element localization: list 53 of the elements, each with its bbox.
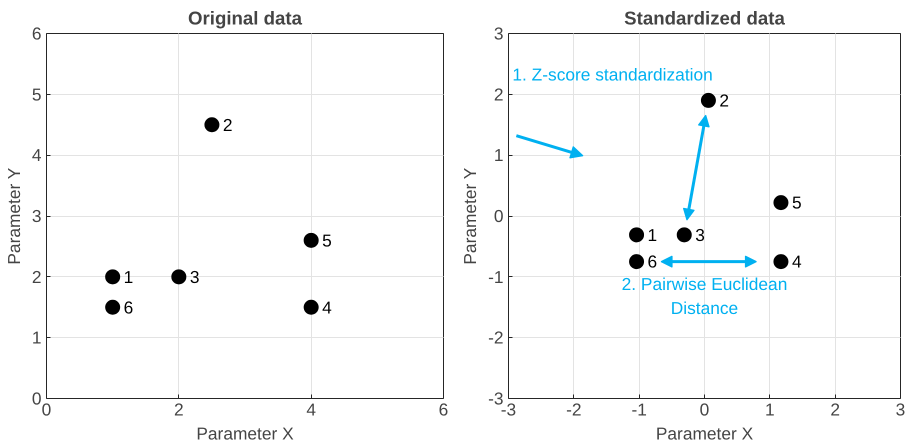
annotation: 1 — [124, 266, 134, 287]
point — [105, 300, 120, 315]
x-tick-label: 4 — [306, 400, 316, 420]
annotation: 4 — [322, 297, 332, 318]
y-tick-label: 6 — [32, 24, 42, 44]
y-tick-label: 1 — [32, 328, 42, 348]
point — [773, 254, 788, 270]
y-tick-label: 2 — [494, 84, 504, 104]
y-axis-title: Parameter Y — [4, 167, 24, 265]
annotation: 5 — [792, 192, 802, 213]
x-tick-label: 2 — [174, 400, 184, 420]
point — [204, 117, 220, 132]
chart-title: Standardized data — [624, 8, 786, 28]
chart-title: Original data — [188, 8, 303, 28]
x-axis-title: Parameter X — [656, 424, 754, 444]
point — [105, 269, 120, 284]
x-tick-label: -2 — [566, 400, 582, 420]
x-tick-label: -1 — [631, 400, 647, 420]
annotation: 5 — [322, 230, 332, 250]
annotation: 2. Pairwise Euclidean Distance — [622, 274, 788, 318]
annotation: 2 — [222, 114, 233, 135]
x-axis-title: Parameter X — [196, 424, 294, 444]
annotation: 2 — [719, 90, 730, 110]
y-tick-label: 5 — [32, 84, 42, 104]
y-tick-label: 1 — [494, 145, 504, 166]
annotation: 3 — [695, 224, 705, 245]
y-tick-label: -2 — [488, 328, 504, 348]
annotation: 1 — [648, 224, 658, 245]
y-tick-label: 0 — [494, 206, 504, 226]
annotation: 4 — [792, 252, 802, 272]
annotation: 3 — [190, 266, 200, 287]
annotation: 6 — [124, 297, 134, 318]
y-axis-title: Parameter Y — [460, 167, 480, 265]
point — [700, 92, 716, 108]
y-tick-label: 2 — [32, 266, 42, 287]
point — [629, 254, 644, 270]
point — [629, 227, 644, 242]
annotation: 1. Z-score standardization — [512, 64, 713, 85]
annotation: 6 — [648, 252, 658, 272]
y-tick-label: 3 — [494, 24, 504, 44]
x-tick-label: 6 — [438, 400, 448, 420]
y-tick-label: -1 — [488, 266, 504, 287]
x-tick-label: 3 — [896, 400, 906, 420]
point — [773, 195, 788, 210]
y-tick-label: 4 — [32, 145, 42, 166]
point — [304, 300, 319, 315]
y-tick-label: 3 — [32, 206, 42, 226]
point — [171, 269, 186, 284]
point — [676, 227, 692, 242]
x-tick-label: 0 — [700, 400, 710, 420]
point — [304, 232, 319, 248]
x-tick-label: 1 — [765, 400, 775, 420]
x-tick-label: 2 — [830, 400, 840, 420]
